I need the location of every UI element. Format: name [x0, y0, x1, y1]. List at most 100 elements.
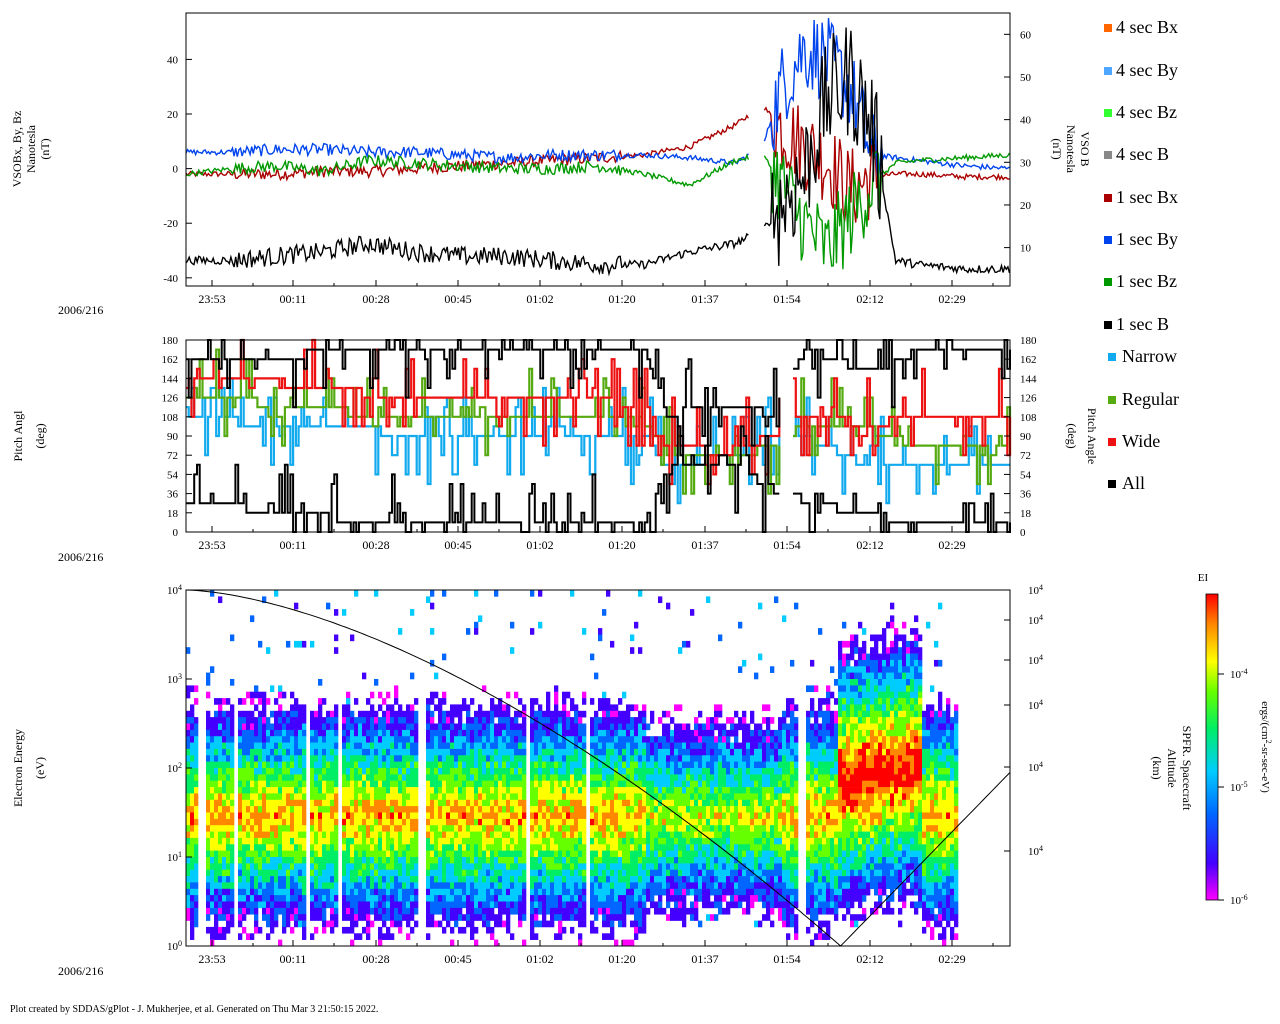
spectrogram-cell	[386, 863, 391, 871]
spectrogram-cell	[226, 717, 231, 724]
spectrogram-cell	[390, 825, 395, 832]
spectrogram-cell	[398, 774, 403, 782]
spectrogram-cell	[602, 844, 607, 851]
spectrogram-cell	[462, 736, 467, 743]
spectrogram-cell	[302, 736, 307, 743]
spectrogram-cell	[250, 748, 255, 756]
spectrogram-cell	[450, 704, 455, 712]
spectrogram-cell	[342, 812, 347, 820]
spectrogram-cell	[218, 876, 223, 883]
spectrogram-cell	[290, 888, 295, 896]
spectrogram-cell	[410, 793, 415, 801]
spectrogram-cell	[742, 850, 747, 858]
pitch-left-tick-label: 18	[167, 508, 179, 520]
spectrogram-cell	[270, 685, 275, 693]
spectrogram-cell	[310, 914, 315, 921]
spectrogram-cell	[442, 850, 447, 858]
spectrogram-cell	[622, 869, 627, 877]
spectrogram-cell	[762, 844, 767, 851]
spectrogram-cell	[290, 717, 295, 724]
spectrogram-cell	[290, 729, 295, 737]
spectrogram-cell	[494, 837, 499, 845]
spectrogram-cell	[654, 812, 659, 820]
spectrogram-cell	[686, 888, 691, 896]
spectrogram-cell	[302, 755, 307, 762]
spectrogram-cell	[494, 590, 499, 597]
spectrogram-cell	[522, 793, 527, 801]
spectrogram-cell	[222, 888, 227, 896]
spectrogram-cell	[646, 850, 651, 858]
spectrogram-cell	[226, 869, 231, 877]
spectrogram-cell	[710, 748, 715, 756]
spectrogram-cell	[578, 844, 583, 851]
spectrogram-cell	[514, 787, 519, 794]
pitch-right-tick-label: 162	[1020, 354, 1037, 366]
spectrogram-cell	[250, 825, 255, 832]
spectrogram-cell	[450, 895, 455, 902]
spectrogram-cell	[578, 748, 583, 756]
spectrogram-cell	[414, 806, 419, 813]
spectrogram-cell	[602, 901, 607, 909]
spectrogram-cell	[258, 729, 263, 737]
spectrogram-cell	[582, 895, 587, 902]
spectrogram-cell	[398, 780, 403, 788]
spectrogram-cell	[486, 755, 491, 762]
spectrogram-cell	[730, 901, 735, 909]
spectrogram-cell	[230, 831, 235, 839]
spectrogram-cell	[662, 888, 667, 896]
spectrogram-cell	[646, 780, 651, 788]
spectrogram-cell	[230, 679, 235, 686]
spectrogram-cell	[594, 774, 599, 782]
spectrogram-cell	[382, 857, 387, 864]
spectrogram-cell	[350, 825, 355, 832]
spectrogram-cell	[674, 837, 679, 845]
spectrogram-cell	[346, 787, 351, 794]
spectrogram-cell	[254, 818, 259, 826]
spectrogram-cell	[542, 806, 547, 813]
spectrogram-cell	[738, 761, 743, 769]
spectrogram-cell	[230, 850, 235, 858]
spectrogram-cell	[410, 882, 415, 890]
spectrogram-cell	[762, 799, 767, 807]
spectrogram-cell	[486, 768, 491, 775]
spectrogram-cell	[614, 704, 619, 712]
spectrogram-cell	[230, 736, 235, 743]
spectrogram-cell	[406, 837, 411, 845]
spectrogram-cell	[590, 926, 595, 934]
spectrogram-cell	[746, 768, 751, 775]
spectrogram-cell	[766, 717, 771, 724]
spectrogram-cell	[610, 793, 615, 801]
spectrogram-cell	[698, 755, 703, 762]
spectrogram-cell	[342, 844, 347, 851]
spectrogram-cell	[466, 761, 471, 769]
spectrogram-cell	[190, 869, 195, 877]
spectrogram-cell	[562, 774, 567, 782]
spectrogram-cell	[230, 634, 235, 642]
spectrogram-cell	[686, 812, 691, 820]
spectrogram-cell	[502, 723, 507, 731]
spectrogram-cell	[298, 793, 303, 801]
spectrogram-cell	[474, 729, 479, 737]
spectrogram-cell	[746, 774, 751, 782]
spectrogram-cell	[230, 780, 235, 788]
spectrogram-cell	[510, 621, 515, 629]
spectrogram-cell	[666, 787, 671, 794]
spectrogram-cell	[622, 914, 627, 921]
spectrogram-cell	[518, 774, 523, 782]
spectrogram-cell	[758, 812, 763, 820]
spectrogram-cell	[330, 888, 335, 896]
spectrogram-cell	[574, 710, 579, 718]
spectrogram-cell	[706, 888, 711, 896]
spectrogram-cell	[430, 901, 435, 909]
spectrogram-cell	[766, 818, 771, 826]
spectrogram-cell	[474, 799, 479, 807]
spectrogram-cell	[746, 907, 751, 915]
spectrogram-cell	[358, 882, 363, 890]
spectrogram-cell	[554, 780, 559, 788]
spectrogram-cell	[514, 876, 519, 883]
spectrogram-cell	[426, 882, 431, 890]
spectrogram-cell	[290, 710, 295, 718]
spectrogram-cell	[682, 857, 687, 864]
spectrogram-cell	[578, 742, 583, 750]
spectrogram-cell	[450, 787, 455, 794]
